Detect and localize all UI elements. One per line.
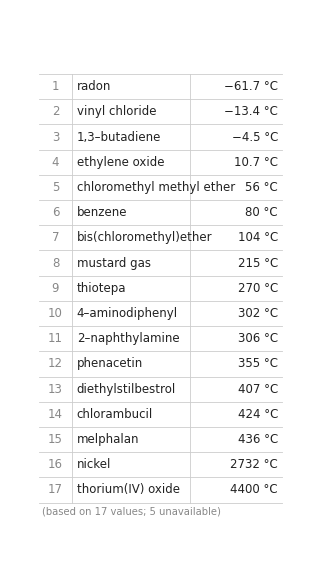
- Text: 5: 5: [52, 181, 59, 194]
- Text: melphalan: melphalan: [77, 433, 139, 446]
- Text: 215 °C: 215 °C: [238, 257, 278, 269]
- Text: vinyl chloride: vinyl chloride: [77, 105, 156, 119]
- Text: 15: 15: [48, 433, 63, 446]
- Text: 104 °C: 104 °C: [238, 231, 278, 244]
- Text: 8: 8: [52, 257, 59, 269]
- Text: ethylene oxide: ethylene oxide: [77, 156, 164, 169]
- Text: radon: radon: [77, 80, 111, 93]
- Text: 6: 6: [52, 206, 59, 219]
- Text: 1: 1: [52, 80, 59, 93]
- Text: 10.7 °C: 10.7 °C: [234, 156, 278, 169]
- Text: 1,3–butadiene: 1,3–butadiene: [77, 130, 161, 144]
- Text: −61.7 °C: −61.7 °C: [224, 80, 278, 93]
- Text: 2: 2: [52, 105, 59, 119]
- Text: 16: 16: [48, 458, 63, 471]
- Text: 424 °C: 424 °C: [238, 408, 278, 421]
- Text: 270 °C: 270 °C: [238, 282, 278, 295]
- Text: benzene: benzene: [77, 206, 127, 219]
- Text: 13: 13: [48, 383, 63, 396]
- Text: 4400 °C: 4400 °C: [230, 484, 278, 497]
- Text: 17: 17: [48, 484, 63, 497]
- Text: 56 °C: 56 °C: [245, 181, 278, 194]
- Text: 4–aminodiphenyl: 4–aminodiphenyl: [77, 307, 178, 320]
- Text: 7: 7: [52, 231, 59, 244]
- Text: nickel: nickel: [77, 458, 111, 471]
- Text: 12: 12: [48, 357, 63, 370]
- Text: −4.5 °C: −4.5 °C: [232, 130, 278, 144]
- Text: thorium(IV) oxide: thorium(IV) oxide: [77, 484, 180, 497]
- Text: 80 °C: 80 °C: [245, 206, 278, 219]
- Text: mustard gas: mustard gas: [77, 257, 151, 269]
- Text: 302 °C: 302 °C: [238, 307, 278, 320]
- Text: 355 °C: 355 °C: [238, 357, 278, 370]
- Text: 436 °C: 436 °C: [238, 433, 278, 446]
- Text: 11: 11: [48, 332, 63, 345]
- Text: 306 °C: 306 °C: [238, 332, 278, 345]
- Text: 3: 3: [52, 130, 59, 144]
- Text: 2–naphthylamine: 2–naphthylamine: [77, 332, 179, 345]
- Text: −13.4 °C: −13.4 °C: [224, 105, 278, 119]
- Text: 2732 °C: 2732 °C: [230, 458, 278, 471]
- Text: (based on 17 values; 5 unavailable): (based on 17 values; 5 unavailable): [42, 506, 220, 516]
- Text: chlorambucil: chlorambucil: [77, 408, 153, 421]
- Text: bis(chloromethyl)ether: bis(chloromethyl)ether: [77, 231, 212, 244]
- Text: chloromethyl methyl ether: chloromethyl methyl ether: [77, 181, 235, 194]
- Text: phenacetin: phenacetin: [77, 357, 143, 370]
- Text: diethylstilbestrol: diethylstilbestrol: [77, 383, 176, 396]
- Text: 14: 14: [48, 408, 63, 421]
- Text: thiotepa: thiotepa: [77, 282, 126, 295]
- Text: 9: 9: [52, 282, 59, 295]
- Text: 4: 4: [52, 156, 59, 169]
- Text: 10: 10: [48, 307, 63, 320]
- Text: 407 °C: 407 °C: [238, 383, 278, 396]
